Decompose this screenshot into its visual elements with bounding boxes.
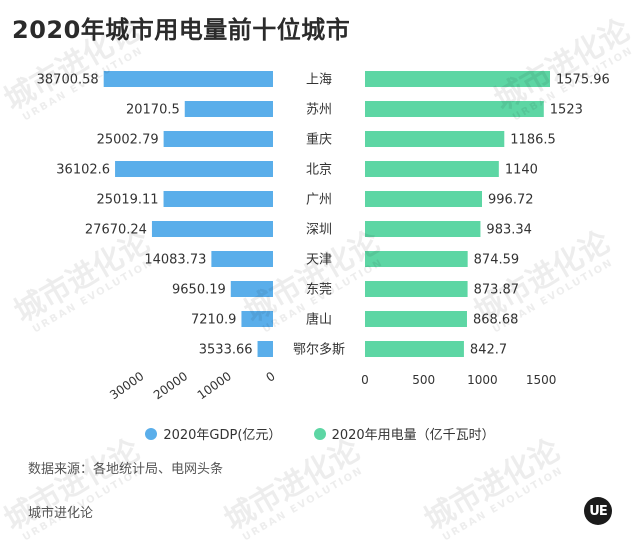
gdp-value-label: 36102.6 bbox=[56, 163, 110, 178]
power-bar bbox=[365, 251, 468, 267]
power-bar bbox=[365, 221, 481, 237]
city-label: 深圳 bbox=[306, 223, 332, 238]
gdp-bar bbox=[103, 71, 273, 87]
power-value-label: 1186.5 bbox=[510, 133, 556, 148]
gdp-axis-tick-label: 10000 bbox=[195, 369, 234, 402]
gdp-bar bbox=[151, 221, 273, 237]
legend-item-gdp[interactable]: 2020年GDP(亿元） bbox=[145, 424, 281, 443]
power-value-label: 874.59 bbox=[474, 253, 520, 268]
city-label: 鄂尔多斯 bbox=[293, 342, 345, 358]
legend-gdp-label: 2020年GDP(亿元） bbox=[163, 428, 282, 443]
power-bar bbox=[365, 191, 483, 207]
legend-gdp-marker bbox=[145, 427, 158, 440]
city-label: 东莞 bbox=[306, 283, 332, 298]
power-bar bbox=[365, 311, 467, 327]
gdp-value-label: 25019.11 bbox=[97, 193, 159, 208]
city-label: 重庆 bbox=[306, 132, 332, 148]
gdp-value-label: 7210.9 bbox=[191, 313, 237, 328]
power-value-label: 842.7 bbox=[470, 343, 507, 358]
city-label: 天津 bbox=[306, 253, 332, 268]
gdp-value-label: 27670.24 bbox=[85, 223, 147, 238]
power-axis-tick-label: 1000 bbox=[467, 373, 498, 387]
gdp-bar bbox=[184, 101, 273, 117]
gdp-value-label: 38700.58 bbox=[37, 73, 99, 88]
city-label: 上海 bbox=[306, 73, 332, 88]
power-value-label: 983.34 bbox=[486, 223, 531, 238]
city-label: 北京 bbox=[306, 163, 332, 178]
watermark: 城市进化论 URBAN EVOLUTION bbox=[218, 432, 366, 544]
gdp-bar bbox=[211, 251, 273, 267]
gdp-axis-tick-label: 30000 bbox=[107, 369, 146, 402]
legend-power-label: 2020年用电量（亿千瓦时） bbox=[331, 428, 495, 443]
watermark: 城市进化论 URBAN EVOLUTION bbox=[418, 432, 566, 544]
gdp-value-label: 14083.73 bbox=[144, 253, 206, 268]
power-bar bbox=[365, 161, 499, 177]
power-value-label: 868.68 bbox=[473, 313, 519, 328]
city-label: 广州 bbox=[306, 193, 332, 208]
power-bar bbox=[365, 101, 544, 117]
brand-name: 城市进化论 bbox=[28, 506, 94, 521]
power-value-label: 1575.96 bbox=[556, 73, 610, 88]
city-label: 唐山 bbox=[306, 312, 332, 328]
gdp-bar bbox=[163, 191, 273, 207]
watermark: 城市进化论 URBAN EVOLUTION bbox=[0, 432, 146, 544]
butterfly-bar-chart: 38700.58 上海 1575.96 20170.5 苏州 1523 25002.79 重庆… bbox=[37, 71, 610, 402]
gdp-bar bbox=[257, 341, 273, 357]
gdp-axis-tick-label: 0 bbox=[263, 369, 277, 385]
power-value-label: 1140 bbox=[505, 163, 538, 178]
power-axis-tick-label: 500 bbox=[412, 373, 435, 387]
legend-power-marker bbox=[313, 427, 326, 440]
power-axis-tick-label: 1500 bbox=[526, 373, 557, 387]
legend-item-power[interactable]: 2020年用电量（亿千瓦时） bbox=[313, 424, 495, 443]
city-label: 苏州 bbox=[306, 102, 332, 118]
gdp-bar bbox=[241, 311, 273, 327]
gdp-bar bbox=[230, 281, 273, 297]
gdp-bar bbox=[163, 131, 273, 147]
brand-logo: UE bbox=[584, 497, 612, 525]
gdp-value-label: 9650.19 bbox=[172, 283, 226, 298]
gdp-bar bbox=[115, 161, 274, 177]
power-bar bbox=[365, 281, 468, 297]
power-bar bbox=[365, 341, 464, 357]
data-source: 数据来源：各地统计局、电网头条 bbox=[28, 462, 224, 477]
power-value-label: 996.72 bbox=[488, 193, 533, 208]
power-value-label: 873.87 bbox=[474, 283, 519, 298]
gdp-value-label: 3533.66 bbox=[199, 343, 253, 358]
gdp-axis-tick-label: 20000 bbox=[151, 369, 190, 402]
chart-title: 2020年城市用电量前十位城市 bbox=[12, 16, 351, 44]
gdp-value-label: 20170.5 bbox=[126, 103, 180, 118]
power-axis-tick-label: 0 bbox=[361, 373, 369, 387]
power-value-label: 1523 bbox=[550, 103, 583, 118]
gdp-value-label: 25002.79 bbox=[97, 133, 159, 148]
power-bar bbox=[365, 71, 551, 87]
power-bar bbox=[365, 131, 505, 147]
legend: 2020年GDP(亿元） 2020年用电量（亿千瓦时） bbox=[0, 424, 640, 444]
